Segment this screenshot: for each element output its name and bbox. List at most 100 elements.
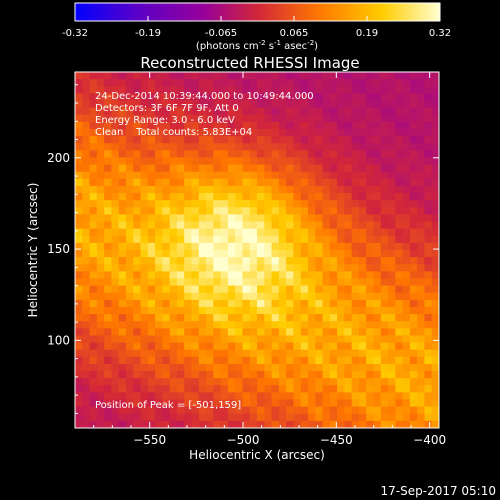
heatmap-cell <box>162 235 171 244</box>
heatmap-cell <box>155 136 163 144</box>
heatmap-cell <box>227 79 236 87</box>
heatmap-cell <box>409 121 418 130</box>
heatmap-cell <box>431 299 440 308</box>
heatmap-cell <box>322 285 331 294</box>
heatmap-cell <box>118 150 127 158</box>
heatmap-cell <box>366 420 374 429</box>
heatmap-cell <box>140 157 149 165</box>
heatmap-cell <box>293 250 302 258</box>
heatmap-cell <box>133 250 141 258</box>
heatmap-cell <box>191 171 200 180</box>
heatmap-cell <box>257 221 265 230</box>
heatmap-cell <box>293 271 302 279</box>
heatmap-cell <box>242 207 251 215</box>
heatmap-cell <box>322 107 331 116</box>
heatmap-cell <box>264 100 272 108</box>
heatmap-cell <box>104 342 112 351</box>
heatmap-cell <box>395 193 403 201</box>
heatmap-cell <box>191 349 200 358</box>
heatmap-cell <box>257 107 265 116</box>
heatmap-cell <box>300 328 309 336</box>
heatmap-cell <box>366 185 374 194</box>
heatmap-cell <box>293 178 302 187</box>
heatmap-cell <box>395 342 403 351</box>
heatmap-cell <box>315 420 323 429</box>
heatmap-cell <box>176 79 185 87</box>
heatmap-cell <box>125 178 134 187</box>
heatmap-cell <box>198 185 207 194</box>
heatmap-cell <box>235 228 243 237</box>
heatmap-cell <box>417 292 425 301</box>
heatmap-cell <box>89 420 98 429</box>
heatmap-cell <box>380 399 389 408</box>
heatmap-cell <box>184 221 192 230</box>
heatmap-cell <box>424 143 433 151</box>
heatmap-cell <box>147 178 156 187</box>
heatmap-cell <box>198 228 207 237</box>
heatmap-cell <box>249 193 258 201</box>
heatmap-cell <box>111 72 120 80</box>
heatmap-cell <box>82 200 90 208</box>
heatmap-cell <box>198 200 207 208</box>
heatmap-cell <box>191 413 200 422</box>
heatmap-cell <box>104 242 112 251</box>
heatmap-cell <box>125 314 134 322</box>
heatmap-cell <box>235 107 243 116</box>
heatmap-cell <box>293 264 302 272</box>
heatmap-cell <box>191 72 200 80</box>
heatmap-cell <box>220 378 229 386</box>
heatmap-cell <box>206 299 214 308</box>
heatmap-cell <box>373 86 382 94</box>
heatmap-cell <box>206 128 214 137</box>
heatmap-cell <box>176 193 185 201</box>
heatmap-cell <box>242 299 251 308</box>
heatmap-cell <box>417 72 425 80</box>
heatmap-cell <box>351 328 360 336</box>
heatmap-cell <box>213 264 221 272</box>
heatmap-cell <box>395 335 403 343</box>
heatmap-cell <box>431 399 440 408</box>
heatmap-cell <box>162 228 171 237</box>
heatmap-cell <box>169 292 178 301</box>
heatmap-cell <box>344 164 353 173</box>
heatmap-cell <box>198 299 207 308</box>
heatmap-cell <box>286 399 294 408</box>
heatmap-cell <box>337 193 345 201</box>
heatmap-cell <box>351 185 360 194</box>
heatmap-cell <box>213 328 221 336</box>
heatmap-cell <box>264 271 272 279</box>
heatmap-cell <box>82 342 90 351</box>
heatmap-cell <box>220 235 229 244</box>
heatmap-cell <box>125 306 134 315</box>
heatmap-cell <box>271 292 280 301</box>
heatmap-cell <box>286 299 294 308</box>
heatmap-cell <box>111 335 120 343</box>
heatmap-cell <box>257 349 265 358</box>
heatmap-cell <box>227 335 236 343</box>
heatmap-cell <box>358 257 367 265</box>
heatmap-cell <box>96 328 105 336</box>
heatmap-cell <box>169 342 178 351</box>
heatmap-cell <box>322 72 331 80</box>
heatmap-cell <box>75 342 83 351</box>
heatmap-cell <box>133 306 141 315</box>
heatmap-cell <box>82 164 90 173</box>
heatmap-cell <box>184 321 192 329</box>
heatmap-cell <box>373 143 382 151</box>
heatmap-cell <box>147 242 156 251</box>
heatmap-cell <box>431 164 440 173</box>
heatmap-cell <box>104 371 112 379</box>
heatmap-cell <box>206 100 214 108</box>
heatmap-cell <box>147 100 156 108</box>
heatmap-cell <box>242 257 251 265</box>
heatmap-cell <box>337 328 345 336</box>
heatmap-cell <box>409 406 418 415</box>
heatmap-cell <box>206 207 214 215</box>
heatmap-cell <box>162 335 171 343</box>
heatmap-cell <box>242 292 251 301</box>
heatmap-cell <box>235 150 243 158</box>
heatmap-cell <box>366 207 374 215</box>
heatmap-cell <box>155 250 163 258</box>
heatmap-cell <box>424 420 433 429</box>
heatmap-cell <box>409 107 418 116</box>
